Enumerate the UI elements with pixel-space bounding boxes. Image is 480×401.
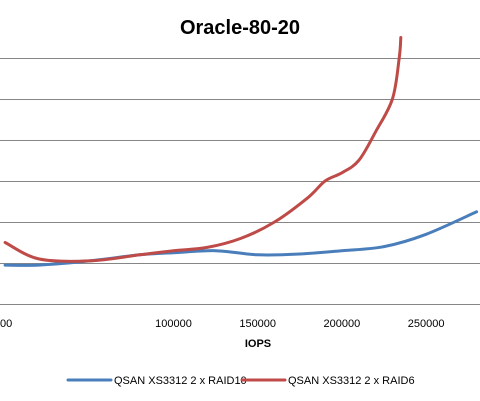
legend-item-2: QSAN XS3312 2 x RAID6 bbox=[240, 375, 415, 387]
x-axis-label: IOPS bbox=[245, 338, 271, 350]
chart-title: Oracle-80-20 bbox=[180, 17, 300, 39]
x-tick-label: 200000 bbox=[324, 318, 361, 330]
legend-label: QSAN XS3312 2 x RAID6 bbox=[288, 375, 415, 387]
gridlines bbox=[0, 58, 480, 305]
x-tick-label: 250000 bbox=[408, 318, 445, 330]
x-tick-label: 150000 bbox=[239, 318, 276, 330]
legend: QSAN XS3312 2 x RAID10 QSAN XS3312 2 x RA… bbox=[66, 375, 415, 387]
x-axis-tick-labels: 100000 150000 200000 250000 00 bbox=[0, 318, 444, 330]
series-lines bbox=[3, 36, 479, 267]
legend-item-1: QSAN XS3312 2 x RAID10 bbox=[66, 375, 247, 387]
series-line-2 bbox=[3, 36, 403, 263]
x-tick-label: 100000 bbox=[155, 318, 192, 330]
legend-label: QSAN XS3312 2 x RAID10 bbox=[114, 375, 247, 387]
x-tick-label-edge: 00 bbox=[0, 318, 12, 330]
